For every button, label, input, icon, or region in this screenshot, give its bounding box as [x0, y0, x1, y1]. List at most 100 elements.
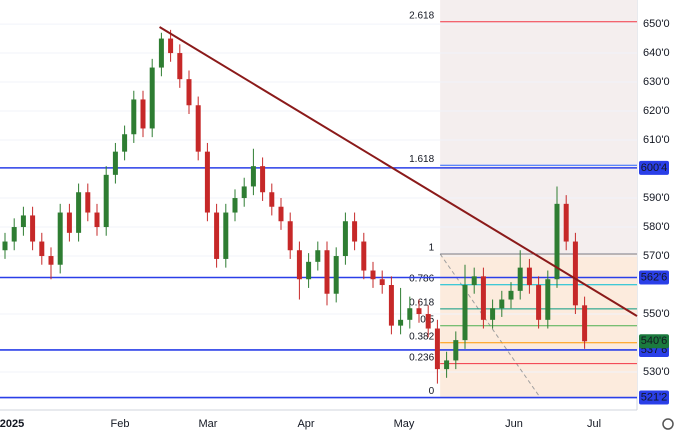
candle-body — [287, 221, 293, 251]
fib-label: 0.618 — [409, 297, 434, 308]
candle-body — [39, 241, 45, 257]
candle-body — [103, 174, 109, 228]
candle-body — [499, 299, 505, 309]
candle-body — [554, 203, 560, 280]
candle-body — [563, 203, 569, 242]
last-price-label: 540'6 — [641, 335, 668, 347]
candle-body — [416, 308, 422, 315]
candle-body — [2, 241, 8, 251]
candle-body — [269, 192, 275, 207]
y-tick-label: 620'0 — [643, 105, 670, 117]
candle-body — [94, 212, 100, 228]
fib-label: 0.382 — [409, 331, 434, 342]
x-tick-label: Feb — [111, 418, 130, 430]
y-tick-label: 580'0 — [643, 221, 670, 233]
candle-body — [462, 285, 468, 341]
x-tick-label: May — [394, 418, 415, 430]
candle-body — [361, 241, 367, 271]
candle-body — [517, 267, 523, 291]
candle-body — [342, 221, 348, 257]
candle-body — [48, 256, 54, 265]
candle-body — [453, 340, 459, 361]
x-tick-label: Apr — [297, 418, 314, 430]
y-tick-label: 590'0 — [643, 192, 670, 204]
level-price-box — [639, 390, 669, 405]
candle-body — [158, 38, 164, 68]
candle-body — [352, 221, 358, 242]
settings-gear[interactable] — [662, 418, 674, 430]
candle-body — [186, 79, 192, 106]
level-price-label: 521'2 — [641, 391, 668, 403]
y-tick-label: 650'0 — [643, 18, 670, 30]
candle-body — [168, 38, 174, 54]
candle-body — [195, 105, 201, 152]
y-tick-label: 530'0 — [643, 366, 670, 378]
x-tick-label: Jun — [505, 418, 523, 430]
candle-body — [278, 206, 284, 222]
fib-label: 1.618 — [409, 154, 434, 165]
candle-body — [214, 212, 220, 259]
candle-body — [250, 166, 256, 187]
candle-body — [223, 212, 229, 259]
y-tick-label: 610'0 — [643, 134, 670, 146]
candle-body — [425, 314, 431, 329]
candle-body — [66, 212, 72, 233]
candle-body — [57, 212, 63, 265]
candle-body — [480, 276, 486, 320]
candle-body — [526, 267, 532, 286]
candle-body — [296, 250, 302, 280]
candle-body — [379, 279, 385, 286]
fib-label: 2.618 — [409, 10, 434, 21]
candle-body — [572, 241, 578, 306]
candle-body — [232, 198, 238, 213]
fib-label: 0.236 — [409, 352, 434, 363]
candle-body — [315, 250, 321, 262]
settings-icon[interactable] — [662, 418, 674, 430]
y-tick-label: 570'0 — [643, 250, 670, 262]
candle-body — [131, 99, 137, 135]
candle-body — [260, 166, 266, 193]
candle-body — [388, 285, 394, 326]
y-tick-label: 550'0 — [643, 308, 670, 320]
last-price-box — [639, 334, 669, 349]
candle-body — [140, 99, 146, 129]
candle-body — [536, 285, 542, 320]
candle-body — [545, 279, 551, 320]
x-tick-label: Jul — [587, 418, 601, 430]
candle-body — [508, 290, 514, 300]
candle-body — [204, 151, 210, 213]
fib-zone-upper — [440, 0, 637, 255]
candle-body — [471, 276, 477, 286]
level-price-label: 600'4 — [641, 162, 668, 174]
candle-body — [370, 270, 376, 280]
candle-body — [76, 192, 82, 233]
candle-body — [177, 53, 183, 80]
x-tick-label: 2025 — [0, 418, 24, 430]
candle-body — [398, 319, 404, 326]
candle-body — [490, 308, 496, 320]
candle-body — [85, 192, 91, 213]
candle-body — [582, 305, 588, 342]
candle-body — [241, 186, 247, 199]
candle-body — [407, 308, 413, 320]
level-price-label: 562'6 — [641, 271, 668, 283]
candle-body — [112, 151, 118, 175]
x-tick-label: Mar — [199, 418, 218, 430]
y-tick-label: 630'0 — [643, 76, 670, 88]
fib-label: 1 — [429, 243, 435, 254]
level-price-box — [639, 160, 669, 175]
level-price-box — [639, 270, 669, 285]
candle-body — [333, 256, 339, 294]
candle-body — [30, 215, 36, 242]
candle-body — [20, 215, 26, 228]
candle-body — [11, 227, 17, 242]
y-tick-label: 640'0 — [643, 47, 670, 59]
fib-label: 0 — [429, 386, 435, 397]
candle-body — [122, 134, 128, 152]
fib-label: 0.786 — [409, 273, 434, 284]
candle-body — [444, 360, 450, 370]
candle-body — [149, 67, 155, 129]
candle-body — [306, 261, 312, 280]
candle-body — [324, 250, 330, 294]
